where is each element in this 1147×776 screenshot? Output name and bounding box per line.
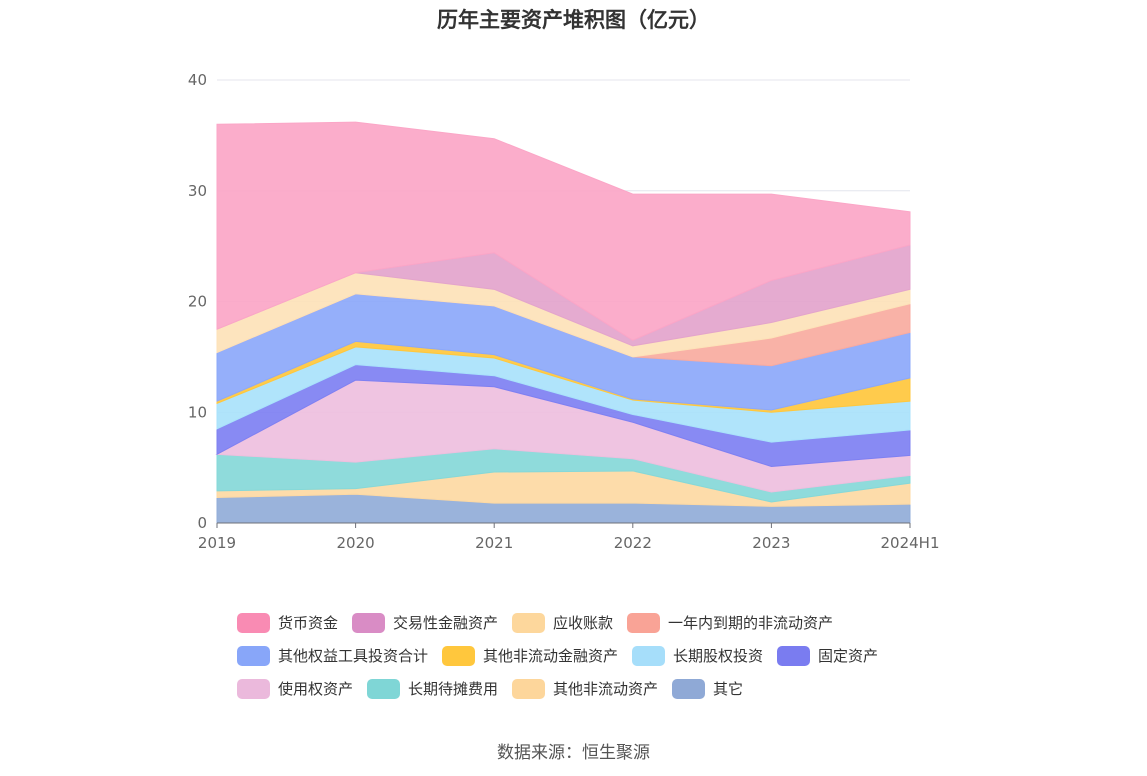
legend-swatch — [352, 612, 386, 633]
legend-label: 其他非流动资产 — [553, 680, 659, 698]
legend-label: 长期股权投资 — [673, 647, 764, 665]
area-series-11[interactable] — [216, 121, 911, 341]
chart-legend: 货币资金 交易性金融资产 应收账款 一年内到期的非流动资产 其他权益工具投资合计 其他非流… — [237, 606, 937, 705]
data-source: 数据来源：恒生聚源 — [497, 743, 650, 763]
legend-label: 其他权益工具投资合计 — [278, 647, 429, 665]
legend-row: 使用权资产 长期待摊费用 其他非流动资产 其它 — [237, 672, 937, 705]
legend-label: 长期待摊费用 — [408, 680, 499, 698]
legend-item[interactable]: 使用权资产 — [237, 678, 353, 699]
legend-label: 货币资金 — [278, 614, 339, 632]
area-series — [215, 121, 911, 524]
legend-item[interactable]: 其它 — [672, 678, 743, 699]
legend-label: 固定资产 — [818, 647, 879, 665]
legend-swatch — [777, 645, 811, 666]
legend-row: 其他权益工具投资合计 其他非流动金融资产 长期股权投资 固定资产 — [237, 639, 937, 672]
legend-swatch — [237, 645, 270, 666]
legend-label: 其他非流动金融资产 — [483, 647, 619, 665]
legend-item[interactable]: 应收账款 — [512, 612, 613, 633]
x-tick-label: 2023 — [752, 534, 790, 552]
y-tick-label: 30 — [188, 182, 207, 200]
legend-swatch — [367, 678, 401, 699]
legend-label: 交易性金融资产 — [393, 614, 499, 632]
chart-title: 历年主要资产堆积图（亿元） — [437, 8, 710, 32]
legend-item[interactable]: 其他权益工具投资合计 — [237, 645, 428, 666]
y-tick-label: 20 — [188, 293, 207, 311]
legend-swatch — [512, 612, 546, 633]
legend-label: 其它 — [713, 680, 744, 698]
legend-item[interactable]: 固定资产 — [777, 645, 878, 666]
legend-label: 应收账款 — [553, 614, 614, 632]
legend-item[interactable]: 长期股权投资 — [632, 645, 763, 666]
legend-label: 使用权资产 — [278, 680, 354, 698]
legend-item[interactable]: 其他非流动金融资产 — [442, 645, 618, 666]
x-tick-label: 2022 — [614, 534, 652, 552]
x-tick-label: 2020 — [337, 534, 375, 552]
y-tick-label: 10 — [188, 403, 207, 421]
legend-swatch — [672, 678, 706, 699]
legend-item[interactable]: 货币资金 — [237, 612, 338, 633]
y-tick-label: 40 — [188, 71, 207, 89]
legend-item[interactable]: 长期待摊费用 — [367, 678, 498, 699]
stacked-area-chart: 0 10 20 30 40 2019 2020 2021 2022 2023 2024H1 — [188, 71, 940, 552]
y-tick-label: 0 — [197, 514, 207, 532]
legend-swatch — [237, 612, 270, 633]
legend-row: 货币资金 交易性金融资产 应收账款 一年内到期的非流动资产 — [237, 606, 937, 639]
x-tick-label: 2019 — [198, 534, 236, 552]
axes: 0 10 20 30 40 2019 2020 2021 2022 2023 2024H1 — [188, 71, 940, 552]
legend-swatch — [632, 645, 666, 666]
legend-swatch — [442, 645, 476, 666]
x-tick-label: 2021 — [475, 534, 513, 552]
legend-item[interactable]: 一年内到期的非流动资产 — [627, 612, 833, 633]
legend-swatch — [237, 678, 270, 699]
legend-swatch — [512, 678, 546, 699]
legend-swatch — [627, 612, 661, 633]
legend-label: 一年内到期的非流动资产 — [668, 614, 834, 632]
legend-item[interactable]: 其他非流动资产 — [512, 678, 658, 699]
x-tick-label: 2024H1 — [881, 534, 940, 552]
legend-item[interactable]: 交易性金融资产 — [352, 612, 498, 633]
